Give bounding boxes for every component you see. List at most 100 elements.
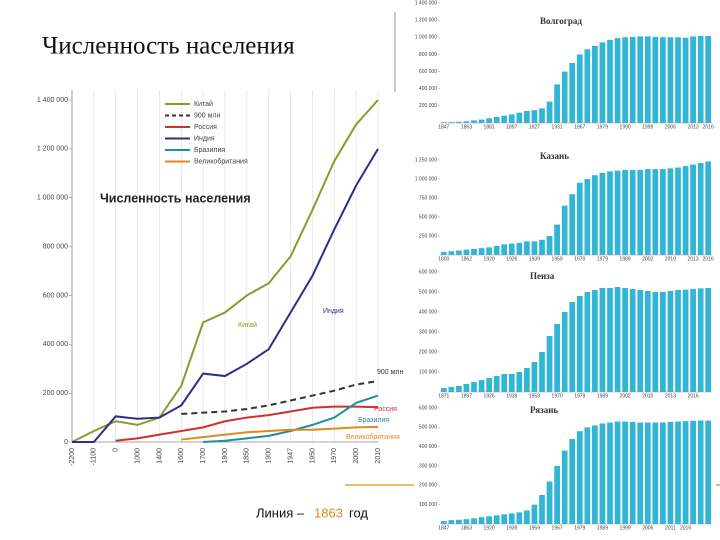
bar: [531, 110, 538, 123]
bar: [584, 292, 591, 392]
bar: [614, 38, 621, 124]
bar: [569, 302, 576, 392]
bar: [493, 515, 500, 524]
y-tick-label: 600 000: [419, 269, 437, 275]
x-tick-label: 1800: [222, 448, 229, 464]
bar: [667, 291, 674, 392]
y-tick-label: 500 000: [419, 214, 437, 220]
bar: [644, 422, 651, 524]
legend-label: Китай: [194, 100, 213, 108]
bar: [584, 49, 591, 123]
x-tick-label: 1950: [309, 448, 316, 464]
legend-label: Индия: [194, 135, 215, 142]
bar: [486, 378, 492, 392]
x-tick-label: 1600: [178, 448, 185, 464]
bar: [561, 71, 568, 123]
bar: [576, 296, 583, 392]
bar: [448, 387, 455, 392]
chart-title: Пенза: [530, 271, 555, 281]
y-tick-label: 1 200 000: [415, 17, 437, 23]
bar: [660, 422, 666, 524]
bar: [607, 288, 613, 392]
bar: [660, 169, 666, 255]
bar: [697, 420, 704, 524]
bar: [705, 161, 712, 255]
bar: [682, 289, 689, 392]
x-tick-label: 1926: [484, 393, 495, 399]
bar: [516, 372, 523, 392]
bar: [667, 168, 674, 255]
bar: [508, 243, 515, 255]
bar: [629, 36, 636, 123]
x-tick-label: 1970: [552, 393, 563, 399]
bar: [592, 425, 598, 524]
bar: [637, 36, 644, 123]
legend-label: Великобритания: [194, 157, 248, 165]
bar: [531, 504, 538, 524]
bar: [508, 513, 515, 524]
bar: [501, 514, 508, 524]
chart-title: Рязань: [530, 405, 558, 415]
legend-label: 900 млн: [194, 112, 221, 119]
legend-label: Россия: [194, 124, 217, 131]
x-tick-label: 1897: [461, 393, 472, 399]
bar: [531, 362, 538, 392]
x-tick-label: 2016: [688, 393, 699, 399]
x-tick-label: 2010: [642, 393, 653, 399]
bar: [471, 382, 477, 392]
y-tick-label: 300 000: [419, 329, 437, 335]
y-tick-label: 800 000: [43, 243, 68, 250]
x-tick-label: 1939: [506, 393, 517, 399]
y-tick-label: 1 000 000: [415, 35, 437, 41]
y-tick-label: 400 000: [419, 86, 437, 92]
bar: [592, 290, 598, 392]
bar: [569, 194, 576, 255]
y-tick-label: 200 000: [419, 103, 437, 109]
bar: [644, 169, 651, 255]
bar: [524, 241, 530, 255]
x-tick-label: 1959: [552, 256, 563, 262]
bar: [675, 421, 681, 524]
bar: [569, 63, 576, 123]
x-tick-label: 2006: [642, 525, 653, 531]
bar: [493, 117, 500, 123]
x-tick-label: 1979: [574, 393, 585, 399]
x-tick-label: 1970: [574, 256, 585, 262]
bar: [690, 164, 696, 255]
x-tick-label: 1959: [529, 525, 540, 531]
bar: [584, 427, 591, 524]
bar: [637, 169, 644, 255]
x-tick-label: 1989: [597, 525, 608, 531]
bar: [440, 388, 447, 392]
bar: [539, 352, 545, 392]
x-tick-label: -2200: [69, 448, 76, 466]
bar: [697, 288, 704, 392]
bar: [607, 422, 613, 524]
x-tick-label: 1700: [200, 448, 207, 464]
bar: [576, 431, 583, 524]
x-tick-label: 1847: [438, 124, 449, 130]
bar: [690, 420, 696, 524]
bar: [448, 520, 455, 524]
x-tick-label: 1939: [506, 525, 517, 531]
caption-suffix: год: [349, 505, 368, 520]
y-tick-label: 1 000 000: [37, 195, 68, 202]
bar: [660, 37, 666, 123]
x-tick-label: 1871: [438, 393, 449, 399]
bar: [478, 380, 485, 392]
bar: [705, 420, 712, 524]
x-tick-label: 2010: [375, 448, 382, 464]
x-tick-label: -1100: [91, 448, 98, 465]
x-tick-label: 1926: [506, 256, 517, 262]
bar: [690, 36, 696, 123]
bar: [682, 421, 689, 524]
x-tick-label: 1881: [484, 124, 495, 130]
bar: [524, 368, 530, 392]
y-tick-label: 1 250 000: [415, 157, 437, 163]
bar: [607, 171, 613, 255]
x-tick-label: 1999: [620, 525, 631, 531]
y-tick-label: 1 000 000: [415, 176, 437, 182]
bar: [554, 466, 560, 524]
series-annotation: Китай: [238, 321, 257, 329]
bar: [599, 172, 606, 255]
